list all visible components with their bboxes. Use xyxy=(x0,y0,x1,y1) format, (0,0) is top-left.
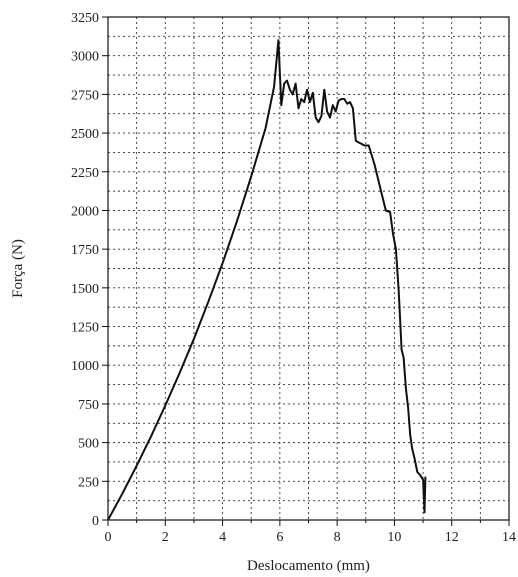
y-tick-label: 0 xyxy=(92,514,99,529)
x-tick-label: 10 xyxy=(387,530,401,545)
x-tick-label: 6 xyxy=(276,530,283,545)
x-tick-labels: 0 2 4 6 8 10 12 14 xyxy=(105,530,517,545)
y-tick-label: 2250 xyxy=(71,166,99,181)
x-tick-label: 12 xyxy=(445,530,459,545)
x-tick-label: 14 xyxy=(502,530,516,545)
x-tick-label: 2 xyxy=(162,530,169,545)
grid xyxy=(108,17,509,520)
y-tick-label: 2000 xyxy=(71,204,99,219)
x-axis-title: Deslocamento (mm) xyxy=(247,558,370,574)
y-tick-label: 1250 xyxy=(71,321,99,336)
y-tick-label: 3000 xyxy=(71,50,99,65)
series-line xyxy=(107,39,427,521)
x-tick-label: 8 xyxy=(334,530,341,545)
y-tick-label: 2500 xyxy=(71,127,99,142)
y-axis-title: Força (N) xyxy=(10,239,26,298)
x-tick-label: 4 xyxy=(219,530,226,545)
y-tick-label: 3250 xyxy=(71,11,99,26)
y-tick-label: 500 xyxy=(78,437,99,452)
y-tick-label: 1000 xyxy=(71,359,99,374)
x-tick-label: 0 xyxy=(105,530,112,545)
y-tick-label: 1750 xyxy=(71,243,99,258)
y-tick-label: 2750 xyxy=(71,88,99,103)
axis-ticks xyxy=(102,16,510,526)
y-tick-label: 1500 xyxy=(71,282,99,297)
y-tick-label: 250 xyxy=(78,475,99,490)
y-tick-labels: 0 250 500 750 1000 1250 1500 1750 2000 2250 2500 27… xyxy=(71,11,99,529)
y-tick-label: 750 xyxy=(78,398,99,413)
